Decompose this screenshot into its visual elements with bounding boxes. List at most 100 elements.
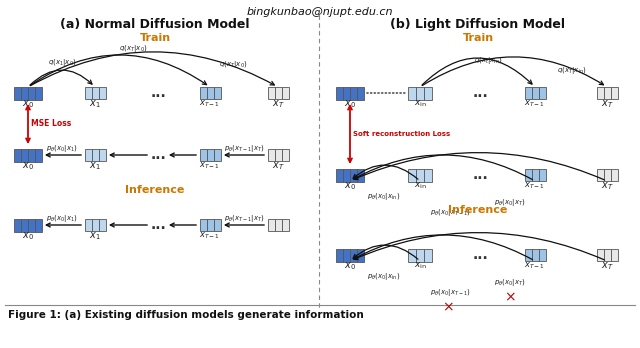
Bar [214, 149, 221, 161]
Bar [611, 87, 618, 99]
Text: ...: ... [472, 248, 488, 262]
Bar [424, 248, 432, 261]
Text: $x_{T-1}$: $x_{T-1}$ [524, 261, 545, 271]
Text: MSE Loss: MSE Loss [31, 119, 71, 128]
Bar [424, 87, 432, 100]
Bar [596, 87, 604, 99]
Text: $x_T$: $x_T$ [601, 260, 613, 272]
Text: ...: ... [472, 168, 488, 182]
Bar [416, 87, 424, 100]
Bar [21, 149, 28, 161]
Bar [200, 87, 207, 99]
Bar [275, 87, 282, 99]
Bar [424, 168, 432, 182]
Bar [525, 249, 531, 261]
Text: $\times$: $\times$ [504, 290, 516, 304]
Bar [408, 248, 416, 261]
Bar [604, 87, 611, 99]
Bar [99, 87, 106, 99]
Bar [336, 87, 343, 100]
Text: $p_\theta(x_0|x_T)$: $p_\theta(x_0|x_T)$ [494, 198, 526, 208]
Text: Figure 1: (a) Existing diffusion models generate information: Figure 1: (a) Existing diffusion models … [8, 310, 364, 320]
Text: $x_{T-1}$: $x_{T-1}$ [524, 181, 545, 191]
Text: (b) Light Diffusion Model: (b) Light Diffusion Model [390, 18, 566, 31]
Bar [282, 87, 289, 99]
Bar [525, 87, 531, 99]
Bar [268, 219, 275, 231]
Text: $x_1$: $x_1$ [89, 160, 101, 172]
Bar [28, 149, 35, 161]
Bar [350, 168, 357, 182]
Bar [92, 149, 99, 161]
Text: Train: Train [463, 33, 493, 43]
Bar [207, 149, 214, 161]
Text: $p_\theta(x_0|x_{T-1})$: $p_\theta(x_0|x_{T-1})$ [429, 207, 470, 219]
Text: $\times$: $\times$ [442, 300, 454, 314]
Bar [357, 168, 364, 182]
Text: $q(x_T|x_0)$: $q(x_T|x_0)$ [119, 42, 147, 54]
Text: $x_0$: $x_0$ [344, 260, 356, 272]
Bar [214, 219, 221, 231]
Bar [531, 87, 538, 99]
Text: $p_\theta(x_0|x_1)$: $p_\theta(x_0|x_1)$ [46, 213, 78, 223]
Bar [21, 219, 28, 231]
Bar [207, 219, 214, 231]
Text: $p_\theta(x_0|x_T)$: $p_\theta(x_0|x_T)$ [494, 277, 526, 288]
Bar [35, 149, 42, 161]
Text: $x_{\rm in}$: $x_{\rm in}$ [413, 99, 426, 109]
Bar [336, 248, 343, 261]
Text: Soft reconstruction Loss: Soft reconstruction Loss [353, 131, 451, 137]
Bar [343, 87, 350, 100]
Text: $x_0$: $x_0$ [344, 180, 356, 192]
Bar [357, 87, 364, 100]
Bar [343, 248, 350, 261]
Bar [531, 249, 538, 261]
Bar [92, 219, 99, 231]
Bar [21, 87, 28, 100]
Text: $x_0$: $x_0$ [22, 230, 34, 242]
Bar [282, 149, 289, 161]
Bar [336, 168, 343, 182]
Bar [538, 249, 545, 261]
Bar [416, 248, 424, 261]
Text: $x_T$: $x_T$ [272, 98, 284, 110]
Bar [611, 249, 618, 261]
Bar [92, 87, 99, 99]
Bar [35, 219, 42, 231]
Bar [84, 219, 92, 231]
Text: $p_\theta(x_0|x_1)$: $p_\theta(x_0|x_1)$ [46, 142, 78, 153]
Bar [282, 219, 289, 231]
Text: ...: ... [472, 86, 488, 100]
Text: ...: ... [150, 218, 166, 232]
Text: $x_T$: $x_T$ [272, 160, 284, 172]
Bar [350, 248, 357, 261]
Text: $x_1$: $x_1$ [89, 230, 101, 242]
Text: $p_\theta(x_{T-1}|x_T)$: $p_\theta(x_{T-1}|x_T)$ [223, 213, 264, 223]
Text: $p_\theta(x_0|x_{\rm in})$: $p_\theta(x_0|x_{\rm in})$ [367, 271, 401, 283]
Text: $p_\theta(x_{T-1}|x_T)$: $p_\theta(x_{T-1}|x_T)$ [223, 142, 264, 153]
Bar [343, 168, 350, 182]
Text: $x_1$: $x_1$ [89, 98, 101, 110]
Text: $q(x_T|x_{\rm in})$: $q(x_T|x_{\rm in})$ [557, 65, 587, 77]
Text: $x_{T-1}$: $x_{T-1}$ [200, 161, 221, 171]
Bar [275, 219, 282, 231]
Bar [84, 87, 92, 99]
Text: $q(x_t|x_{\rm in})$: $q(x_t|x_{\rm in})$ [474, 55, 502, 66]
Text: $q(x_1|x_0)$: $q(x_1|x_0)$ [48, 56, 76, 68]
Text: (a) Normal Diffusion Model: (a) Normal Diffusion Model [60, 18, 250, 31]
Bar [14, 219, 21, 231]
Bar [268, 149, 275, 161]
Bar [268, 87, 275, 99]
Text: $x_0$: $x_0$ [344, 98, 356, 110]
Bar [84, 149, 92, 161]
Bar [350, 87, 357, 100]
Text: $x_{T-1}$: $x_{T-1}$ [200, 231, 221, 241]
Bar [596, 249, 604, 261]
Text: $q(x_T|x_0)$: $q(x_T|x_0)$ [219, 60, 247, 71]
Bar [531, 169, 538, 181]
Text: $p_\theta(x_0|x_{T-1})$: $p_\theta(x_0|x_{T-1})$ [429, 287, 470, 299]
Bar [538, 169, 545, 181]
Bar [538, 87, 545, 99]
Bar [99, 149, 106, 161]
Bar [408, 168, 416, 182]
